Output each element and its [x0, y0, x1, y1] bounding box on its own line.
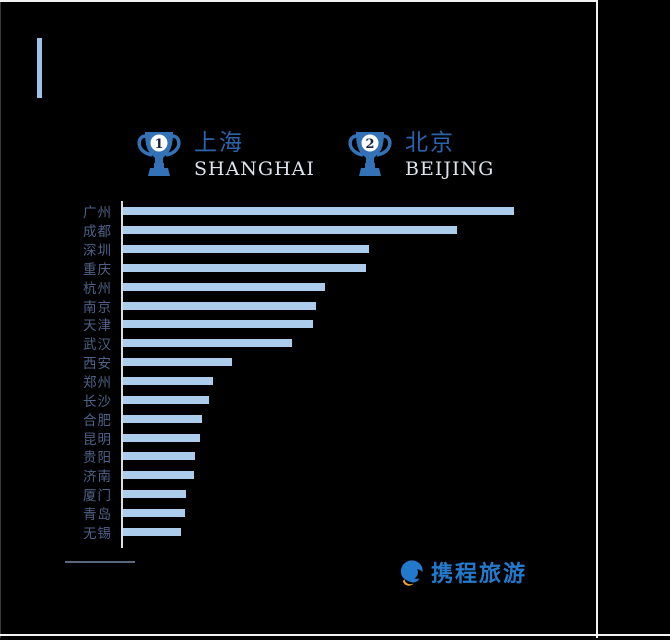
bar-label: 武汉	[83, 337, 112, 354]
bar	[123, 377, 213, 386]
bar	[123, 471, 194, 480]
bar-label: 昆明	[83, 431, 112, 448]
bar-label: 广州	[83, 205, 112, 222]
rank-city-en: SHANGHAI	[194, 158, 315, 180]
chart-row: 广州	[60, 202, 514, 221]
bar	[123, 452, 195, 461]
chart-row: 贵阳	[60, 447, 514, 466]
chart-axis-line	[121, 201, 123, 548]
bar-label: 济南	[83, 469, 112, 486]
chart-row: 济南	[60, 466, 514, 485]
bar-label: 西安	[83, 356, 112, 373]
dolphin-icon	[400, 560, 423, 586]
trophy-2-icon: 2	[348, 132, 392, 176]
bar-label: 长沙	[83, 393, 112, 410]
frame-right-line	[596, 0, 598, 638]
bar-label: 合肥	[83, 412, 112, 429]
chart-row: 无锡	[60, 522, 514, 542]
rank-item-beijing: 2 北京 BEIJING	[348, 130, 494, 180]
bar	[123, 433, 200, 442]
bar	[123, 301, 316, 310]
bar-label: 天津	[83, 318, 112, 335]
chart-row: 天津	[60, 315, 514, 334]
bar	[123, 245, 369, 254]
rank-number: 2	[365, 137, 374, 152]
chart-row: 成都	[60, 221, 514, 240]
bar-label: 无锡	[83, 525, 112, 542]
frame-top-line	[0, 0, 598, 2]
chart-row: 昆明	[60, 428, 514, 448]
bar	[123, 339, 292, 348]
chart-row: 南京	[60, 296, 514, 316]
bar	[123, 508, 185, 517]
bar	[123, 282, 325, 291]
chart-row: 深圳	[60, 240, 514, 259]
rank-item-shanghai: 1 上海 SHANGHAI	[137, 130, 315, 180]
chart-row: 杭州	[60, 277, 514, 297]
bar	[123, 358, 232, 367]
trophy-1-icon: 1	[137, 132, 181, 176]
bar-label: 杭州	[83, 280, 112, 297]
chart-row: 郑州	[60, 372, 514, 391]
bar-label: 青岛	[83, 506, 112, 523]
bar	[123, 490, 186, 499]
bar-label: 贵阳	[83, 450, 112, 467]
frame-left-line	[0, 0, 1, 638]
bar	[123, 395, 209, 404]
chart-row: 重庆	[60, 259, 514, 278]
bar-label: 深圳	[83, 243, 112, 260]
chart-row: 青岛	[60, 504, 514, 523]
bar	[123, 320, 313, 329]
rank-city-cn: 北京	[405, 130, 455, 156]
rank-city-en: BEIJING	[405, 158, 495, 180]
bar	[123, 207, 514, 216]
rank-city-cn: 上海	[194, 130, 244, 156]
bar-label: 郑州	[83, 375, 112, 392]
chart-row: 厦门	[60, 485, 514, 504]
bar	[123, 226, 457, 235]
bar-label: 厦门	[83, 488, 112, 505]
frame-bottom-line	[0, 634, 670, 636]
brand-logo: 携程旅游	[394, 556, 527, 588]
bar-chart: 广州成都深圳 重庆杭州南京天津武汉西安郑州 长沙合肥昆明贵阳济南厦门 青岛无锡	[60, 202, 514, 542]
bar-label: 重庆	[83, 261, 112, 278]
bar	[123, 414, 202, 423]
chart-row: 长沙	[60, 390, 514, 410]
accent-bar	[37, 38, 42, 98]
rank-number: 1	[154, 137, 163, 152]
chart-row: 合肥	[60, 409, 514, 429]
brand-logo-text: 携程旅游	[431, 561, 528, 586]
bar	[123, 263, 366, 272]
bar	[123, 527, 181, 536]
bar-label: 南京	[83, 299, 112, 316]
footer-divider	[65, 561, 135, 563]
bar-label: 成都	[83, 224, 112, 241]
chart-row: 西安	[60, 353, 514, 372]
chart-row: 武汉	[60, 334, 514, 353]
